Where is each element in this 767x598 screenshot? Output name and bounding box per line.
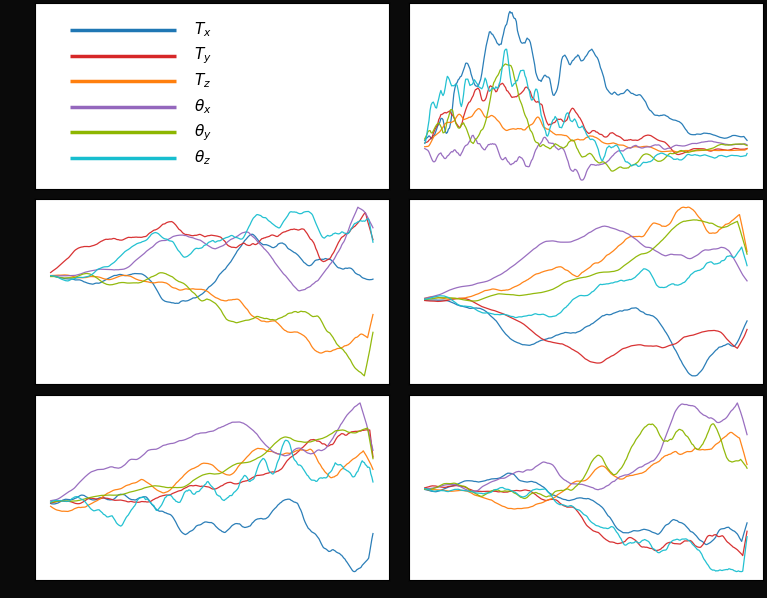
Text: $T_x$: $T_x$ [194,20,212,39]
Text: $T_z$: $T_z$ [194,72,211,90]
Text: $T_y$: $T_y$ [194,45,212,66]
Text: $\theta_y$: $\theta_y$ [194,122,212,142]
Text: $\theta_x$: $\theta_x$ [194,97,212,116]
Text: $\theta_z$: $\theta_z$ [194,148,211,167]
